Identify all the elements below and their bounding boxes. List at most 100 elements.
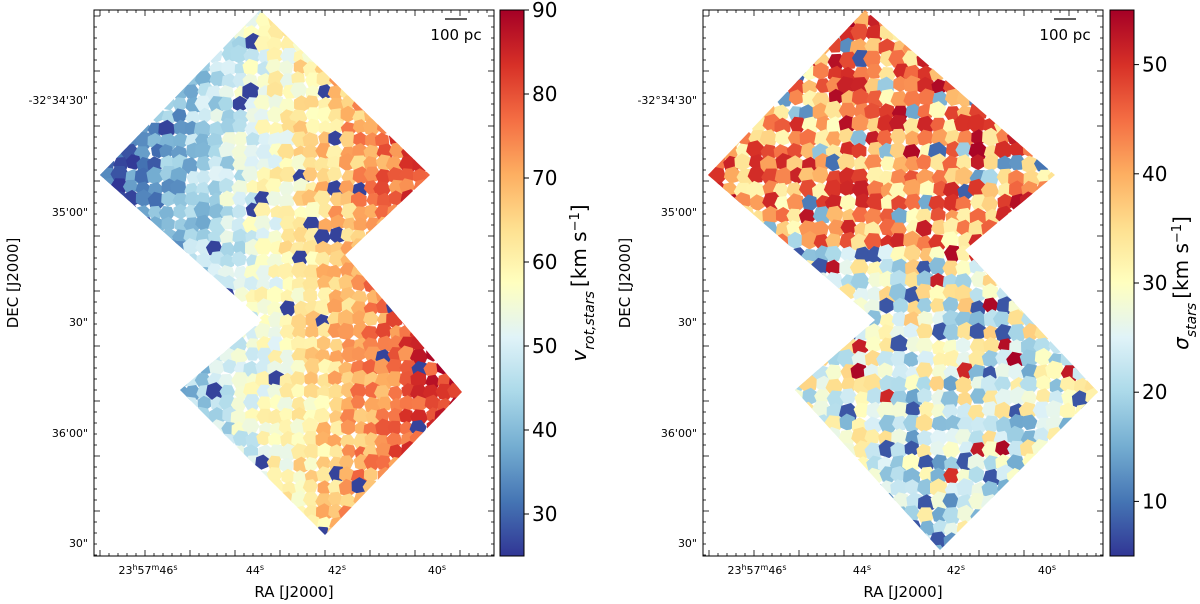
voronoi-bin-572	[253, 215, 272, 233]
voronoi-bin-702	[326, 264, 342, 281]
voronoi-bin-476	[218, 177, 235, 195]
voronoi-bin-609	[329, 226, 346, 244]
colorbar-tick-label-3: 60	[532, 250, 557, 274]
voronoi-bin-861	[375, 322, 393, 339]
voronoi-bin-862	[1019, 349, 1039, 369]
voronoi-bin-854	[291, 325, 308, 340]
voronoi-bin-392	[956, 154, 972, 171]
voronoi-bin-445	[839, 180, 855, 197]
voronoi-bin-439	[146, 166, 164, 185]
voronoi-bin-348	[172, 132, 189, 149]
voronoi-bin-359	[302, 132, 319, 149]
voronoi-bin-1110	[387, 420, 403, 435]
voronoi-bin-927	[1059, 376, 1076, 393]
voronoi-bin-668	[291, 250, 309, 266]
voronoi-bin-389	[916, 154, 933, 171]
voronoi-bin-974	[866, 401, 883, 420]
voronoi-bin-914	[267, 349, 285, 366]
voronoi-bin-1019	[410, 384, 429, 402]
voronoi-bin-296	[916, 115, 935, 134]
voronoi-bin-1016	[374, 385, 391, 401]
voronoi-bin-1050	[411, 395, 428, 413]
voronoi-bin-821	[890, 334, 909, 354]
voronoi-bin-450	[279, 166, 297, 183]
voronoi-bin-921	[351, 346, 366, 362]
voronoi-bin-474	[196, 181, 211, 197]
voronoi-bin-850	[864, 349, 882, 369]
voronoi-bin-537	[827, 219, 846, 237]
voronoi-bin-852	[890, 350, 909, 367]
voronoi-bin-851	[876, 350, 896, 370]
voronoi-bin-1007	[892, 415, 909, 431]
voronoi-bin-259	[218, 96, 234, 112]
voronoi-bin-955	[1020, 390, 1038, 406]
right-scalebar-label: 100 pc	[1039, 26, 1090, 44]
voronoi-bin-1078	[375, 408, 390, 423]
voronoi-bin-326	[905, 130, 921, 148]
voronoi-bin-521	[389, 190, 403, 206]
voronoi-bin-198	[850, 77, 870, 95]
voronoi-bin-878	[825, 364, 843, 381]
voronoi-bin-1262	[351, 477, 368, 495]
voronoi-bin-286	[172, 108, 188, 124]
voronoi-bin-663	[850, 272, 870, 291]
voronoi-bin-361	[328, 130, 343, 147]
voronoi-bin-858	[968, 349, 987, 369]
voronoi-bin-504	[798, 208, 816, 225]
voronoi-bin-1137	[339, 434, 356, 449]
voronoi-bin-456	[980, 182, 1000, 200]
voronoi-bin-446	[851, 180, 872, 199]
voronoi-bin-604	[890, 246, 910, 264]
left-ytick-label-1: 35'00"	[52, 206, 88, 219]
voronoi-bin-819	[865, 336, 882, 353]
voronoi-bin-459	[387, 167, 404, 184]
colorbar-tick-label-4: 50	[1142, 53, 1167, 77]
voronoi-bin-1066	[230, 408, 247, 427]
voronoi-bin-480	[265, 178, 283, 195]
voronoi-bin-828	[352, 310, 368, 327]
voronoi-bin-910	[840, 377, 857, 393]
voronoi-bin-600	[219, 230, 236, 246]
voronoi-bin-761	[917, 310, 934, 329]
voronoi-bin-363	[353, 131, 368, 148]
left-colorbar	[499, 9, 525, 557]
voronoi-bin-1042	[313, 394, 332, 412]
voronoi-bin-505	[812, 206, 832, 225]
voronoi-bin-795	[326, 298, 344, 316]
voronoi-bin-669	[930, 272, 946, 291]
voronoi-bin-860	[361, 325, 380, 343]
voronoi-bin-255	[172, 97, 188, 112]
voronoi-bin-1016	[1009, 413, 1026, 431]
voronoi-bin-917	[304, 346, 320, 363]
voronoi-bin-405	[723, 166, 741, 184]
right-ytick-label-1: 35'00"	[661, 206, 697, 219]
voronoi-bin-534	[173, 203, 188, 220]
voronoi-bin-537	[208, 203, 225, 221]
voronoi-bin-500	[135, 189, 152, 208]
voronoi-bin-1003	[839, 413, 856, 432]
voronoi-bin-487	[981, 196, 999, 213]
voronoi-bin-536	[811, 220, 829, 238]
voronoi-bin-941	[222, 359, 237, 374]
voronoi-bin-300	[340, 105, 356, 123]
voronoi-bin-346	[760, 144, 778, 161]
voronoi-bin-570	[231, 216, 248, 236]
voronoi-bin-74	[850, 23, 870, 41]
voronoi-bin-468	[122, 179, 139, 194]
voronoi-bin-921	[980, 374, 999, 395]
voronoi-bin-550	[364, 203, 379, 219]
voronoi-bin-608	[944, 245, 963, 262]
voronoi-bin-383	[837, 153, 856, 172]
voronoi-bin-1288	[290, 490, 308, 509]
voronoi-bin-697	[888, 283, 908, 302]
voronoi-bin-1075	[339, 409, 359, 426]
voronoi-bin-888	[329, 338, 345, 353]
voronoi-bin-412	[811, 166, 830, 184]
voronoi-bin-386	[255, 144, 275, 161]
voronoi-bin-533	[158, 206, 175, 221]
voronoi-bin-697	[268, 264, 282, 280]
voronoi-bin-565	[787, 231, 804, 250]
voronoi-bin-265	[917, 103, 934, 121]
voronoi-bin-856	[317, 322, 333, 339]
voronoi-bin-320	[825, 131, 843, 147]
